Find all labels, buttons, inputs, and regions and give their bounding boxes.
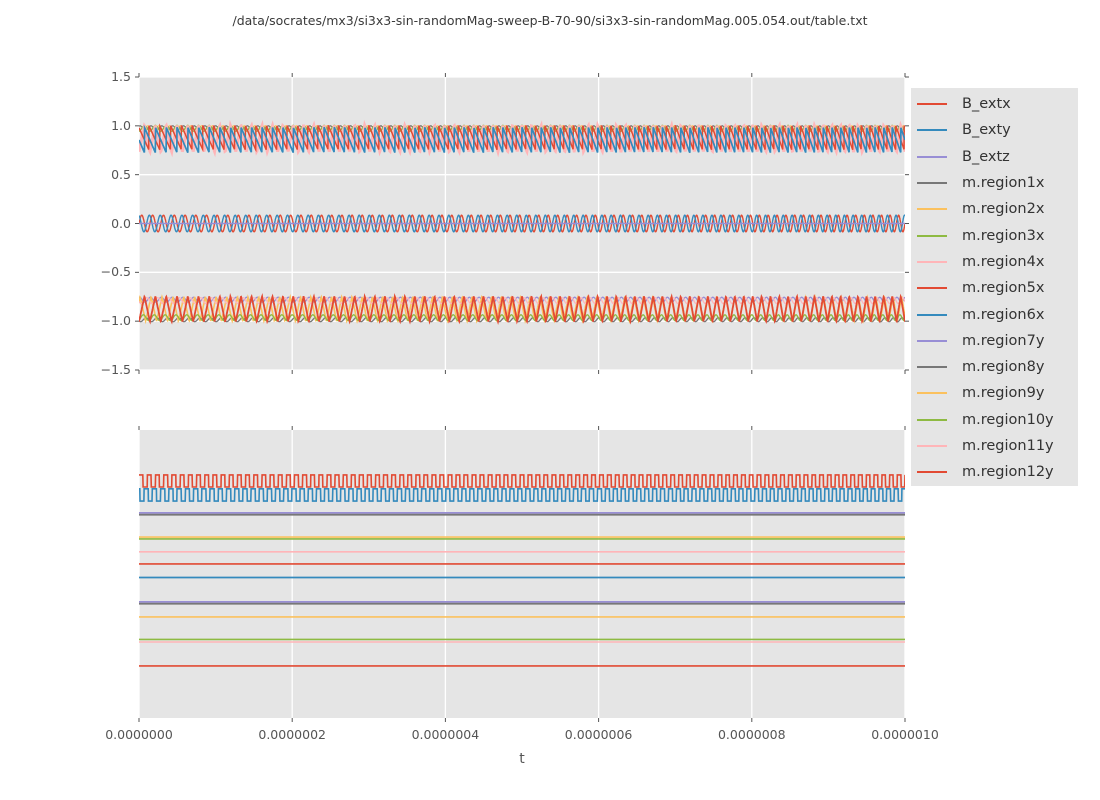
bottom-plot-area	[139, 430, 905, 718]
tick-marks	[135, 73, 909, 722]
legend-line-swatch	[917, 418, 947, 421]
series-bottom-B_exty	[139, 487, 905, 502]
legend-entry-label: B_extx	[962, 96, 1011, 113]
legend-entry: B_extz	[911, 144, 1078, 170]
legend-entry: m.region7y	[911, 328, 1078, 354]
y-tick-label: 1.0	[111, 117, 131, 133]
legend-entry-label: m.region4x	[962, 253, 1045, 270]
x-tick-label: 0.0000008	[717, 727, 786, 742]
legend-line-swatch	[917, 471, 947, 474]
legend-entry: m.region1x	[911, 170, 1078, 196]
series-top-B_exty	[139, 214, 905, 233]
y-tick-label: −1.0	[100, 313, 131, 329]
legend-line-swatch	[917, 155, 947, 158]
legend-line-swatch	[917, 208, 947, 211]
legend: B_extx B_exty B_extz m.region1x m.region2x m.…	[911, 88, 1078, 486]
legend-entry: B_exty	[911, 117, 1078, 143]
legend-line-swatch	[917, 234, 947, 237]
legend-line-swatch	[917, 287, 947, 290]
x-tick-label: 0.0000000	[105, 727, 173, 742]
x-tick-label: 0.0000010	[871, 727, 939, 742]
legend-line-swatch	[917, 445, 947, 447]
legend-entry: m.region11y	[911, 433, 1078, 459]
legend-entry-label: m.region6x	[962, 306, 1045, 323]
legend-entry: m.region3x	[911, 222, 1078, 248]
x-tick-label: 0.0000006	[564, 727, 633, 742]
legend-entry: m.region12y	[911, 459, 1078, 485]
legend-line-swatch	[917, 339, 947, 342]
series-top-m.region12y	[139, 292, 905, 326]
legend-entry: m.region9y	[911, 380, 1078, 406]
legend-entry: m.region4x	[911, 249, 1078, 275]
legend-line-swatch	[917, 103, 947, 106]
legend-entry: m.region2x	[911, 196, 1078, 222]
legend-entry: m.region6x	[911, 301, 1078, 327]
series-bottom-B_extx	[139, 474, 905, 488]
legend-line-swatch	[917, 182, 947, 185]
legend-entry: m.region8y	[911, 354, 1078, 380]
legend-entry-label: m.region7y	[962, 332, 1045, 349]
x-tick-label: 0.0000002	[258, 727, 326, 742]
legend-line-swatch	[917, 392, 947, 395]
legend-entry-label: m.region2x	[962, 201, 1045, 218]
y-tick-label: 1.5	[111, 69, 131, 84]
y-tick-label: 0.5	[111, 166, 131, 182]
x-tick-label: 0.0000004	[411, 727, 480, 742]
legend-line-swatch	[917, 260, 947, 263]
series-top-m.region6x	[139, 124, 905, 154]
y-tick-label: −1.5	[100, 362, 131, 377]
legend-entry-label: m.region1x	[962, 175, 1045, 192]
legend-line-swatch	[917, 366, 947, 369]
legend-entry-label: m.region11y	[962, 438, 1054, 454]
legend-entry-label: B_exty	[962, 122, 1011, 139]
legend-entry-label: m.region10y	[962, 411, 1054, 428]
legend-entry-label: m.region12y	[962, 464, 1054, 481]
y-tick-label: −0.5	[100, 264, 131, 280]
figure-title: /data/socrates/mx3/si3x3-sin-randomMag-s…	[232, 13, 868, 28]
x-axis-label: t	[519, 751, 525, 767]
legend-entry: B_extx	[911, 91, 1078, 117]
legend-entry-label: m.region5x	[962, 280, 1045, 297]
legend-entry-label: B_extz	[962, 148, 1010, 165]
legend-line-swatch	[917, 129, 947, 132]
y-tick-label: 0.0	[111, 215, 131, 231]
legend-entry-label: m.region3x	[962, 227, 1045, 244]
legend-entry: m.region10y	[911, 407, 1078, 433]
legend-line-swatch	[917, 313, 947, 316]
legend-entry-label: m.region9y	[962, 385, 1045, 402]
legend-entry: m.region5x	[911, 275, 1078, 301]
legend-entry-label: m.region8y	[962, 359, 1045, 376]
